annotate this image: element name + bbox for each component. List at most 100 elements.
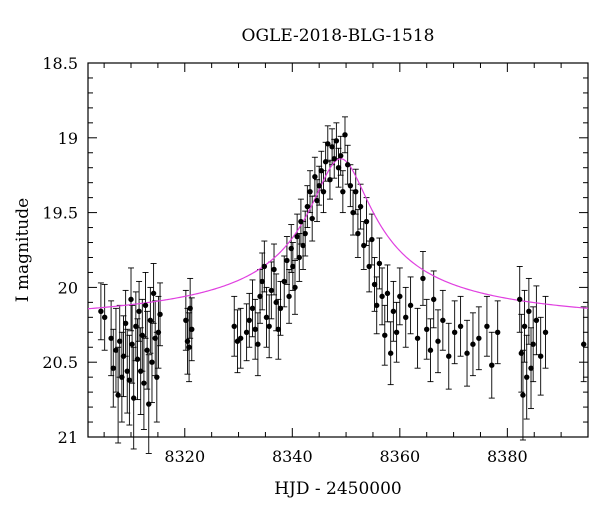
data-points: [98, 132, 587, 407]
data-point: [329, 144, 335, 150]
data-point: [108, 335, 114, 341]
data-point: [120, 353, 127, 359]
data-point: [440, 317, 446, 324]
data-point: [430, 296, 437, 303]
data-point: [129, 341, 135, 347]
data-point: [152, 335, 158, 341]
data-point: [520, 392, 526, 398]
data-point: [304, 203, 311, 210]
data-point: [284, 257, 290, 264]
data-point: [277, 305, 284, 312]
data-point: [117, 338, 123, 344]
data-point: [309, 215, 315, 222]
data-point: [298, 218, 304, 225]
data-point: [318, 168, 325, 174]
data-point: [144, 347, 150, 353]
data-point: [524, 374, 530, 380]
data-point: [420, 275, 426, 282]
data-point: [98, 308, 104, 315]
data-point: [355, 230, 361, 237]
data-point: [243, 329, 250, 335]
data-point: [580, 341, 587, 347]
data-point: [149, 359, 155, 365]
data-point: [414, 335, 421, 341]
data-point: [376, 260, 383, 267]
data-point: [249, 305, 256, 312]
data-point: [101, 314, 108, 321]
x-tick-labels: 8320 8340 8360 8380: [164, 447, 527, 466]
data-point: [130, 395, 137, 401]
data-point: [273, 299, 279, 306]
data-point: [327, 176, 333, 183]
data-point: [124, 368, 130, 374]
data-point: [312, 173, 318, 180]
data-point: [357, 203, 364, 210]
data-point: [141, 380, 147, 386]
data-point: [489, 362, 495, 368]
data-point: [344, 162, 351, 168]
data-point: [147, 317, 154, 324]
data-point: [517, 296, 523, 303]
axis-ticks: [88, 62, 589, 438]
data-point: [231, 323, 237, 329]
data-point: [246, 317, 252, 324]
data-point: [133, 323, 139, 329]
data-point: [122, 320, 129, 327]
data-point: [526, 308, 532, 315]
data-point: [189, 326, 195, 332]
data-point: [387, 350, 394, 356]
y-tick-label: 21: [58, 428, 78, 447]
data-point: [146, 401, 152, 407]
data-point: [290, 263, 296, 270]
data-point: [530, 341, 536, 347]
data-point: [424, 326, 430, 332]
data-point: [292, 284, 298, 291]
data-point: [528, 365, 534, 371]
data-point: [537, 353, 544, 359]
data-point: [288, 245, 294, 252]
data-point: [316, 182, 322, 189]
data-point: [296, 254, 302, 261]
data-point: [115, 392, 121, 398]
data-point: [427, 347, 434, 353]
data-point: [371, 281, 378, 288]
data-point: [363, 218, 370, 225]
data-point: [379, 293, 385, 300]
plot-frame: [87, 62, 589, 438]
data-point: [154, 374, 160, 380]
data-point: [142, 302, 149, 309]
data-point: [187, 305, 193, 312]
data-point: [294, 233, 300, 240]
data-point: [470, 341, 476, 347]
data-point: [134, 356, 141, 362]
data-point: [307, 188, 313, 195]
data-point: [128, 296, 134, 303]
data-point: [184, 338, 191, 344]
data-point: [252, 326, 258, 332]
data-point: [369, 236, 375, 243]
data-point: [353, 188, 359, 195]
data-point: [266, 323, 272, 329]
data-point: [155, 329, 162, 335]
data-point: [335, 165, 342, 171]
data-point: [397, 293, 403, 300]
data-point: [451, 329, 458, 335]
data-point: [150, 290, 157, 297]
error-bars: [97, 116, 587, 454]
data-point: [286, 293, 292, 300]
data-point: [300, 242, 306, 249]
y-tick-label: 20: [58, 278, 78, 297]
y-tick-labels: 18.5 19 19.5 20 20.5 21: [42, 54, 78, 447]
chart-title: OGLE-2018-BLG-1518: [242, 26, 435, 46]
data-point: [533, 317, 540, 324]
data-point: [403, 314, 409, 321]
data-point: [361, 242, 367, 249]
data-point: [110, 365, 116, 371]
y-tick-label: 20.5: [42, 353, 78, 372]
data-point: [457, 323, 464, 329]
data-point: [257, 293, 263, 300]
data-point: [366, 263, 372, 270]
data-point: [521, 323, 528, 329]
data-point: [393, 329, 400, 335]
data-point: [320, 188, 327, 195]
